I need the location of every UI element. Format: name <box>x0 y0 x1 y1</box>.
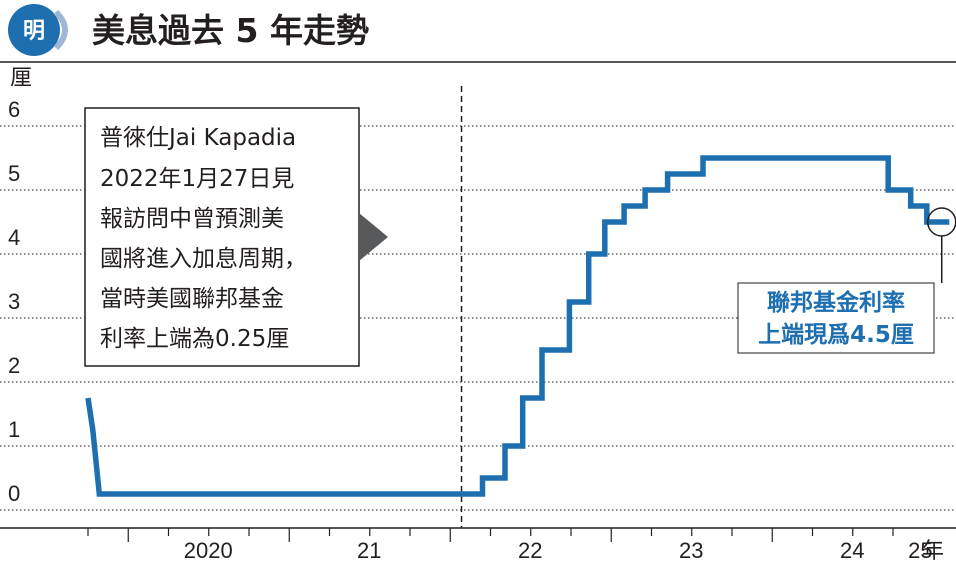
annotation-line-4: 國將進入加息周期， <box>100 246 307 272</box>
chart-title: 美息過去 5 年走勢 <box>92 11 369 50</box>
y-axis-unit: 厘 <box>10 66 32 91</box>
x-axis-unit: 年 <box>922 539 944 564</box>
callout-line-1: 聯邦基金利率 <box>767 289 905 316</box>
annotation-line-1: 普徠仕Jai Kapadia <box>100 125 296 151</box>
logo-char: 明 <box>23 18 45 44</box>
x-tick-label-21: 21 <box>357 538 381 563</box>
callout-frame <box>737 282 935 354</box>
y-tick-label-4: 4 <box>8 225 20 250</box>
annotation-line-6: 利率上端為0.25厘 <box>100 326 289 352</box>
x-tick-label-24: 24 <box>840 538 864 563</box>
y-tick-label-3: 3 <box>8 289 20 314</box>
annotation-line-5: 當時美國聯邦基金 <box>100 286 284 312</box>
callout-line-2: 上端現爲4.5厘 <box>758 322 914 348</box>
annotation-frame <box>84 107 360 367</box>
annotation-line-3: 報訪問中曾預測美 <box>100 206 284 232</box>
x-tick-label-2020: 2020 <box>184 538 233 563</box>
annotation-box: 普徠仕Jai Kapadia 2022年1月27日見 報訪問中曾預測美 國將進入… <box>84 107 388 367</box>
x-tick-label-25: 25 <box>908 538 932 563</box>
logo-badge <box>8 4 60 56</box>
y-tick-label-1: 1 <box>8 417 20 442</box>
annotation-line-2: 2022年1月27日見 <box>100 166 294 192</box>
x-tick-label-23: 23 <box>679 538 703 563</box>
chart-header: 明 美息過去 5 年走勢 <box>0 4 956 63</box>
y-tick-label-5: 5 <box>8 161 20 186</box>
y-tick-label-0: 0 <box>8 481 20 506</box>
series-layer <box>85 155 950 497</box>
series-line-0 <box>85 155 950 497</box>
annotation-pointer-icon <box>359 213 388 261</box>
y-tick-label-2: 2 <box>8 353 20 378</box>
current-rate-callout: 聯邦基金利率 上端現爲4.5厘 <box>737 236 943 354</box>
logo-swoosh-icon <box>53 9 68 51</box>
y-tick-label-6: 6 <box>8 97 20 122</box>
y-tick-labels: 0 1 2 3 4 5 6 <box>8 97 20 506</box>
x-tick-label-22: 22 <box>518 538 542 563</box>
x-tick-labels: 2020 21 22 23 24 25 <box>184 538 933 563</box>
